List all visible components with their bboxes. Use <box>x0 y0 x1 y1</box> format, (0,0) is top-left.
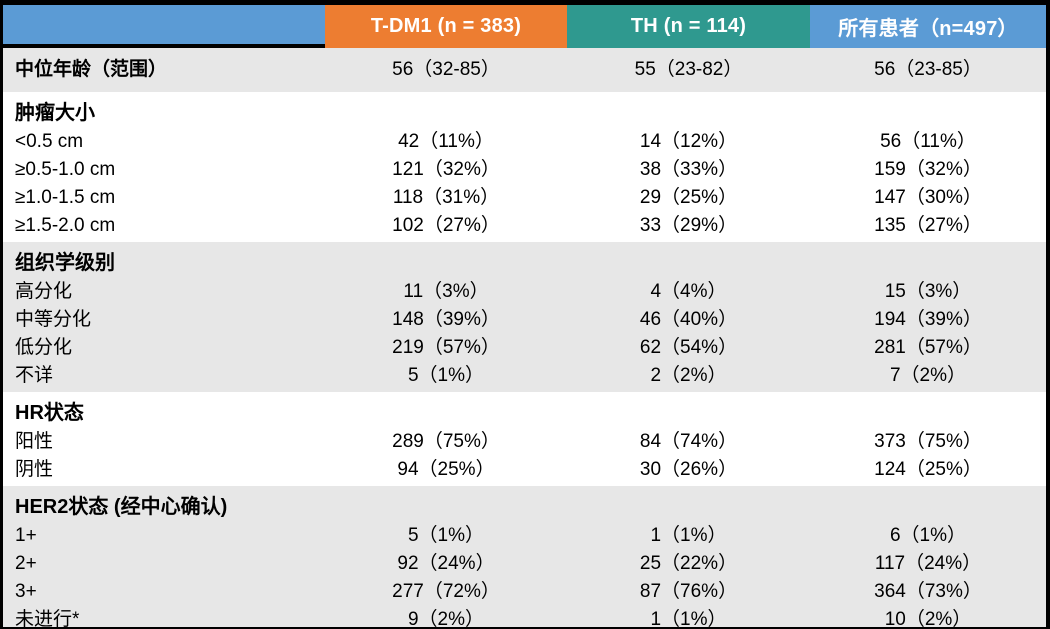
cell-value: 373（75%） <box>874 431 982 452</box>
row-label: 未进行* <box>15 609 80 629</box>
cell-value: 94（25%） <box>397 459 495 480</box>
section-title: HR状态 <box>15 402 84 424</box>
cell-value: 364（73%） <box>874 581 982 602</box>
cell-value: 25（22%） <box>639 553 738 574</box>
table-row: ≥1.5-2.0 cm 102（27%） 33（29%） 135（27%） <box>3 212 1046 240</box>
row-label: 阴性 <box>15 459 54 480</box>
row-label: 低分化 <box>15 337 73 358</box>
table-row: 高分化 11（3%） 4（4%） 15（3%） <box>3 278 1046 306</box>
row-label: 2+ <box>15 553 37 574</box>
cell-value: 15（3%） <box>884 281 972 302</box>
row-label: 不详 <box>15 365 54 386</box>
cell-value: 29（25%） <box>639 187 738 208</box>
cell-value: 5（1%） <box>407 525 485 546</box>
cell-value: 30（26%） <box>639 459 738 480</box>
row-label: ≥1.0-1.5 cm <box>15 187 116 208</box>
cell-value: 219（57%） <box>392 337 500 358</box>
cell-value: 87（76%） <box>639 581 738 602</box>
cell-value: 135（27%） <box>874 215 982 236</box>
row-label: <0.5 cm <box>15 131 84 152</box>
cell-value: 42（11%） <box>398 131 494 152</box>
table-section: HER2状态 (经中心确认) 1+ 5（1%） 1（1%） 6（1%） 2+ 92（24%）… <box>3 486 1046 629</box>
table-row: 1+ 5（1%） 1（1%） 6（1%） <box>3 522 1046 550</box>
cell-value: 6（1%） <box>889 525 967 546</box>
cell-value: 117（24%） <box>874 553 982 574</box>
cell-value: 124（25%） <box>874 459 982 480</box>
cell-value: 56（32-85） <box>392 59 500 80</box>
cell-value: 289（75%） <box>392 431 500 452</box>
row-label: 中位年龄（范围） <box>15 59 168 80</box>
row-label: 阳性 <box>15 431 54 452</box>
section-header-row: 肿瘤大小 <box>3 98 1046 128</box>
row-label: ≥1.5-2.0 cm <box>15 215 116 236</box>
table-section: HR状态阳性 289（75%） 84（74%） 373（75%） 阴性 94（25%） 30… <box>3 392 1046 486</box>
table-row: 低分化 219（57%） 62（54%） 281（57%） <box>3 334 1046 362</box>
cell-value: 10（2%） <box>884 609 972 629</box>
table-row: 3+ 277（72%） 87（76%） 364（73%） <box>3 578 1046 606</box>
table-row: 阳性 289（75%） 84（74%） 373（75%） <box>3 428 1046 456</box>
cell-value: 1（1%） <box>650 609 727 629</box>
table-section: 肿瘤大小 <0.5 cm 42（11%） 14（12%） 56（11%） ≥0.5-1.0… <box>3 92 1046 242</box>
cell-value: 56（23-85） <box>874 59 982 80</box>
row-label: ≥0.5-1.0 cm <box>15 159 116 180</box>
section-header-row: HR状态 <box>3 398 1046 428</box>
row-label: 中等分化 <box>15 309 92 330</box>
table-section: 组织学级别高分化 11（3%） 4（4%） 15（3%） 中等分化 148（39%） 46（… <box>3 242 1046 392</box>
cell-value: 1（1%） <box>650 525 727 546</box>
cell-value: 281（57%） <box>874 337 982 358</box>
cell-value: 121（32%） <box>392 159 500 180</box>
cell-value: 159（32%） <box>874 159 982 180</box>
cell-value: 46（40%） <box>639 309 738 330</box>
cell-value: 56（11%） <box>880 131 976 152</box>
table-row: 不详 5（1%） 2（2%） 7（2%） <box>3 362 1046 390</box>
section-title: HER2状态 (经中心确认) <box>15 496 228 518</box>
cell-value: 102（27%） <box>392 215 500 236</box>
cell-value: 277（72%） <box>392 581 500 602</box>
cell-value: 9（2%） <box>407 609 485 629</box>
table-row: 阴性 94（25%） 30（26%） 124（25%） <box>3 456 1046 484</box>
section-title: 肿瘤大小 <box>15 102 95 124</box>
cell-value: 38（33%） <box>639 159 738 180</box>
header-empty-cell <box>3 5 325 48</box>
cell-value: 147（30%） <box>874 187 982 208</box>
row-label: 高分化 <box>15 281 73 302</box>
cell-value: 194（39%） <box>874 309 982 330</box>
cell-value: 33（29%） <box>639 215 738 236</box>
cell-value: 148（39%） <box>392 309 500 330</box>
header-cell-th: TH (n = 114) <box>567 5 810 48</box>
table-row: 2+ 92（24%） 25（22%） 117（24%） <box>3 550 1046 578</box>
row-label: 1+ <box>15 525 37 546</box>
cell-value: 7（2%） <box>889 365 967 386</box>
cell-value: 14（12%） <box>639 131 738 152</box>
table-row: ≥0.5-1.0 cm 121（32%） 38（33%） 159（32%） <box>3 156 1046 184</box>
row-label: 3+ <box>15 581 37 602</box>
cell-value: 2（2%） <box>650 365 727 386</box>
cell-value: 55（23-82） <box>634 59 743 80</box>
cell-value: 84（74%） <box>639 431 738 452</box>
table-row: 未进行* 9（2%） 1（1%） 10（2%） <box>3 606 1046 629</box>
header-cell-all-patients: 所有患者（n=497） <box>810 5 1046 48</box>
cell-value: 62（54%） <box>639 337 738 358</box>
cell-value: 118（31%） <box>392 187 500 208</box>
table-header-row: T-DM1 (n = 383) TH (n = 114) 所有患者（n=497） <box>3 5 1046 48</box>
table-row: <0.5 cm 42（11%） 14（12%） 56（11%） <box>3 128 1046 156</box>
header-cell-tdm1: T-DM1 (n = 383) <box>325 5 567 48</box>
section-header-row: HER2状态 (经中心确认) <box>3 492 1046 522</box>
section-title: 组织学级别 <box>15 252 115 274</box>
cell-value: 5（1%） <box>407 365 485 386</box>
table-row: ≥1.0-1.5 cm 118（31%） 29（25%） 147（30%） <box>3 184 1046 212</box>
cell-value: 92（24%） <box>397 553 495 574</box>
cell-value: 11（3%） <box>403 281 489 302</box>
cell-value: 4（4%） <box>650 281 727 302</box>
table-row: 中位年龄（范围） 56（32-85） 55（23-82） 56（23-85） <box>3 48 1046 92</box>
section-header-row: 组织学级别 <box>3 248 1046 278</box>
table-row: 中等分化 148（39%） 46（40%） 194（39%） <box>3 306 1046 334</box>
table-body: 中位年龄（范围） 56（32-85） 55（23-82） 56（23-85） 肿瘤大小 <… <box>3 48 1046 629</box>
